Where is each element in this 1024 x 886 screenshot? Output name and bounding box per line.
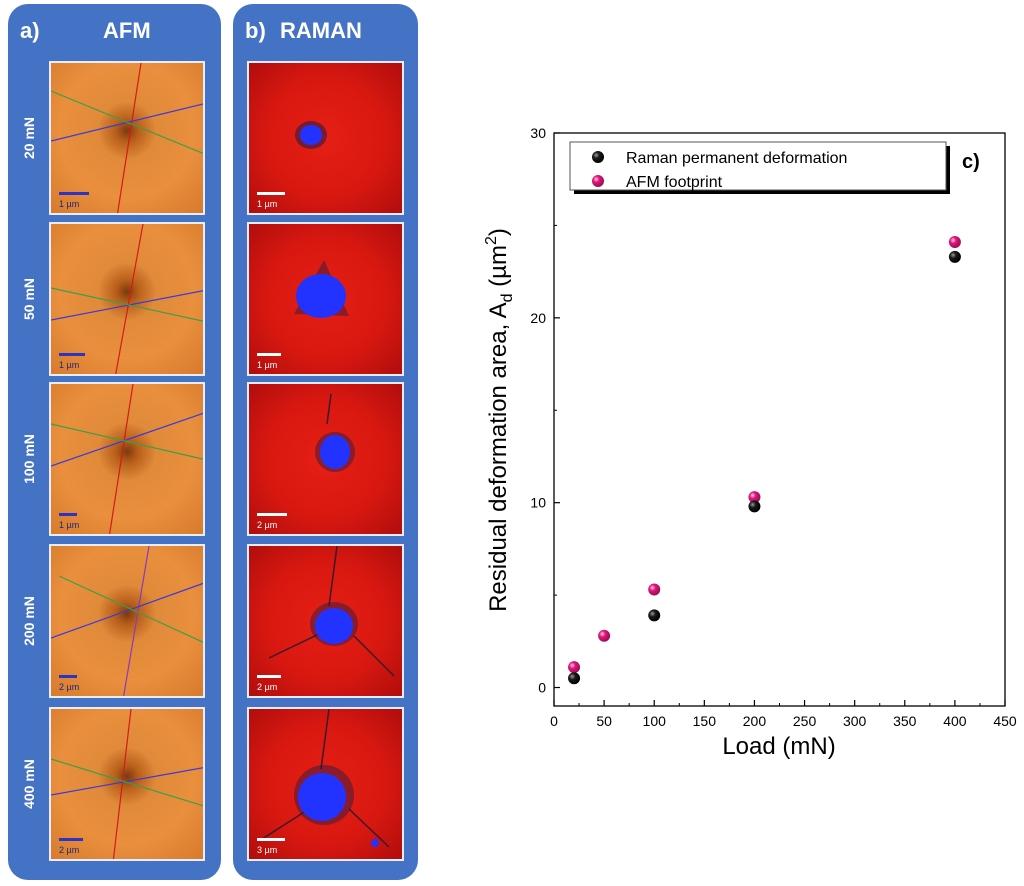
afm-scale-400: 2 µm — [59, 845, 80, 855]
raman-panel: b) RAMAN 1 µm 1 µm 2 µm 2 µm 3 µm — [233, 4, 418, 880]
afm-scale-20: 1 µm — [59, 199, 80, 209]
legend-marker-afm — [592, 175, 604, 187]
panel-a-tag: a) — [20, 18, 40, 43]
plot-frame — [553, 132, 1006, 707]
raman-point — [748, 500, 761, 513]
x-tick-label: 450 — [993, 713, 1017, 729]
load-label-50: 50 mN — [21, 277, 37, 321]
x-tick-label: 100 — [643, 713, 667, 729]
x-tick-label: 250 — [793, 713, 817, 729]
afm-point — [748, 491, 761, 504]
x-tick-label: 350 — [893, 713, 917, 729]
raman-image-100: 2 µm — [247, 382, 404, 536]
afm-image-50: 1 µm — [49, 222, 205, 376]
raman-scale-100: 2 µm — [257, 520, 278, 530]
y-tick-label: 30 — [530, 125, 546, 141]
x-tick-label: 50 — [596, 713, 612, 729]
x-tick-label: 0 — [550, 713, 558, 729]
load-label-400: 400 mN — [21, 759, 37, 809]
afm-image-200: 2 µm — [49, 544, 205, 698]
x-tick-label: 300 — [843, 713, 867, 729]
raman-scale-20: 1 µm — [257, 199, 278, 209]
afm-point — [948, 236, 961, 249]
afm-scale-50: 1 µm — [59, 360, 80, 370]
x-tick-label: 400 — [943, 713, 967, 729]
y-tick-label: 20 — [530, 310, 546, 326]
deformation-scatter-chart: 0 50 100 150 200 250 300 350 400 450 0 10 20 30 Raman… — [483, 125, 1017, 760]
raman-title: RAMAN — [280, 18, 362, 43]
x-tick-label: 150 — [693, 713, 717, 729]
raman-scale-200: 2 µm — [257, 682, 278, 692]
raman-point — [948, 250, 961, 263]
afm-point — [598, 629, 611, 642]
load-label-20: 20 mN — [21, 116, 37, 160]
raman-image-50: 1 µm — [247, 222, 404, 376]
load-label-100: 100 mN — [21, 434, 37, 484]
afm-image-100: 1 µm — [49, 382, 205, 536]
raman-point — [568, 672, 581, 685]
legend-label-raman: Raman permanent deformation — [626, 150, 847, 167]
raman-image-400: 3 µm — [247, 707, 404, 861]
raman-scale-50: 1 µm — [257, 360, 278, 370]
y-axis-label: Residual deformation area, Ad (µm2) — [483, 228, 516, 612]
raman-point — [648, 609, 661, 622]
y-tick-label: 0 — [538, 680, 546, 696]
afm-image-400: 2 µm — [49, 707, 205, 861]
raman-image-20: 1 µm — [247, 61, 404, 215]
afm-point — [568, 661, 581, 674]
raman-image-200: 2 µm — [247, 544, 404, 698]
legend — [569, 141, 947, 191]
panel-b-tag: b) — [245, 18, 266, 43]
raman-scale-400: 3 µm — [257, 845, 278, 855]
panel-c-tag: c) — [962, 151, 980, 173]
afm-point — [648, 583, 661, 596]
legend-marker-raman — [592, 151, 604, 163]
y-tick-label: 10 — [530, 495, 546, 511]
afm-scale-200: 2 µm — [59, 682, 80, 692]
x-tick-label: 200 — [743, 713, 767, 729]
load-label-200: 200 mN — [21, 596, 37, 646]
legend-label-afm: AFM footprint — [626, 174, 723, 191]
afm-image-20: 1 µm — [49, 61, 205, 215]
x-axis-label: Load (mN) — [722, 733, 835, 760]
afm-panel: a) AFM 20 mN 1 µm 50 mN 1 µm 100 mN 1 µm… — [8, 4, 221, 880]
afm-title: AFM — [103, 18, 151, 43]
afm-scale-100: 1 µm — [59, 520, 80, 530]
